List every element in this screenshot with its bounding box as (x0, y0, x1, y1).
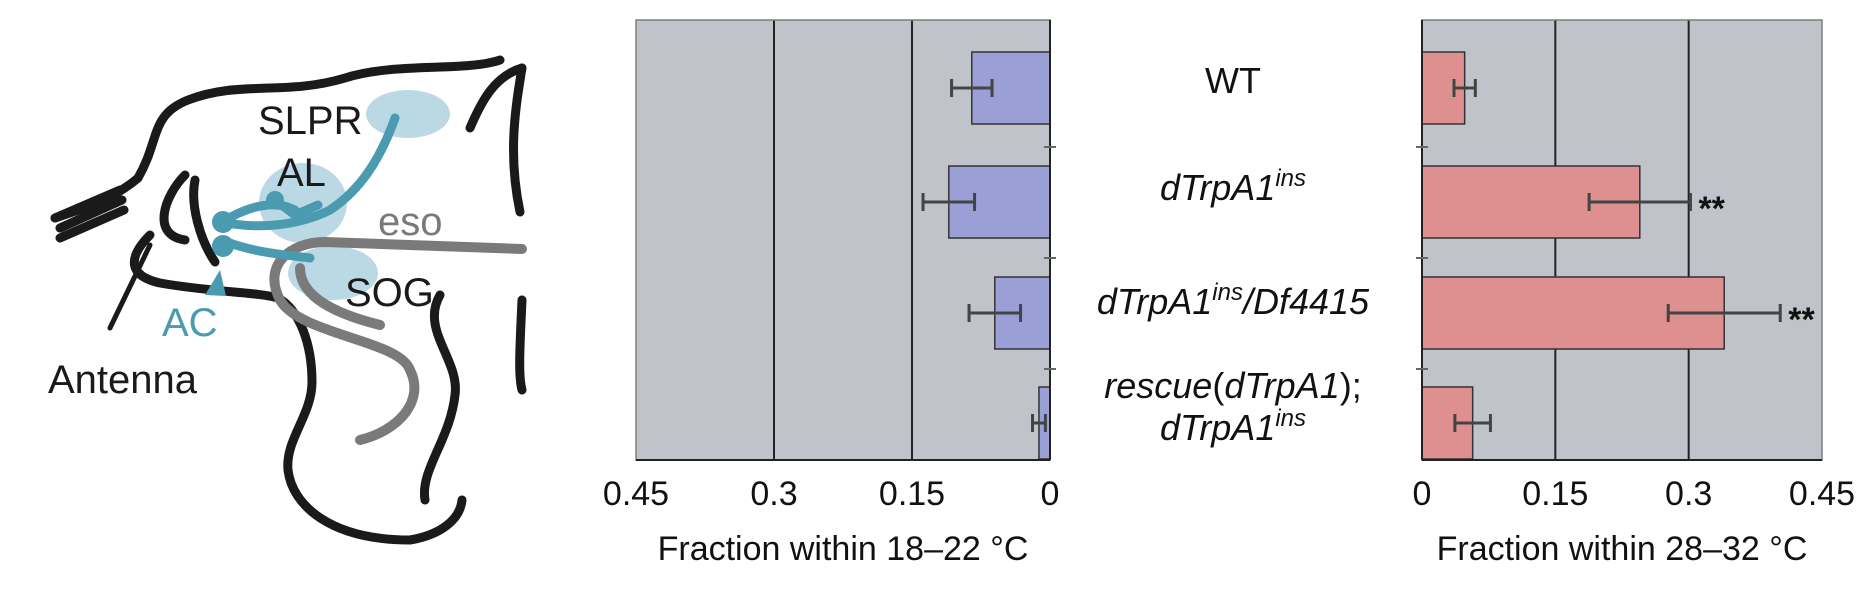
genotype-text: dTrpA1 (1097, 281, 1212, 322)
genotype-label-2: dTrpA1ins (1160, 165, 1306, 208)
slpr-region (366, 90, 450, 138)
genotype-label-1: WT (1205, 60, 1261, 101)
genotype-text: dTrpA1 (1160, 407, 1275, 448)
eso-label: eso (378, 200, 443, 244)
head-outline (50, 55, 527, 545)
genotype-label-4: rescue(dTrpA1); (1104, 365, 1361, 406)
significance-mark-2: ** (1698, 190, 1725, 228)
chart-cold-fraction: 0.45 0.3 0.15 0 Fraction within 18–22 °C (603, 19, 1060, 568)
x-tick-label: 0 (1041, 475, 1060, 513)
significance-mark-3: ** (1788, 301, 1815, 339)
genotype-text: ); (1340, 365, 1362, 406)
x-tick-label: 0.45 (1789, 475, 1855, 513)
ac-cell-bodies (205, 191, 284, 296)
x-tick-label: 0.45 (603, 475, 669, 513)
chart-warm-fraction: ** ** 0 0.15 0.3 0.45 Fraction within 28–32 °C (1413, 19, 1855, 568)
x-axis-title: Fraction within 18–22 °C (658, 530, 1029, 568)
x-tick-label: 0.15 (879, 475, 945, 513)
genotype-text: ins (1275, 405, 1306, 432)
genotype-text: WT (1205, 60, 1261, 101)
genotype-text: ins (1212, 279, 1243, 306)
genotype-text: dTrpA1 (1160, 167, 1275, 208)
x-tick-label: 0 (1413, 475, 1432, 513)
ac-arrowhead-icon (205, 270, 226, 296)
plot-background (1422, 20, 1822, 460)
genotype-text: ( (1212, 365, 1224, 406)
x-tick-label: 0.15 (1522, 475, 1588, 513)
genotype-label-3: dTrpA1ins/Df4415 (1097, 279, 1370, 322)
brain-diagram: SLPR AL eso SOG AC Antenna (48, 55, 527, 545)
slpr-label: SLPR (258, 99, 363, 143)
genotype-text: /Df4415 (1240, 281, 1370, 322)
ac-label: AC (162, 301, 218, 345)
al-label: AL (277, 151, 326, 195)
sog-label: SOG (345, 271, 434, 315)
antenna-label: Antenna (48, 358, 198, 402)
genotype-text: rescue (1104, 365, 1212, 406)
genotype-label-4: dTrpA1ins (1160, 405, 1306, 448)
x-axis-title: Fraction within 28–32 °C (1437, 530, 1808, 568)
genotype-text: dTrpA1 (1224, 365, 1339, 406)
genotype-labels: WTdTrpA1insdTrpA1ins/Df4415rescue(dTrpA1… (1097, 60, 1370, 448)
x-tick-label: 0.3 (1665, 475, 1712, 513)
x-tick-label: 0.3 (750, 475, 797, 513)
antenna-pointer (107, 242, 153, 331)
genotype-text: ins (1275, 165, 1306, 192)
